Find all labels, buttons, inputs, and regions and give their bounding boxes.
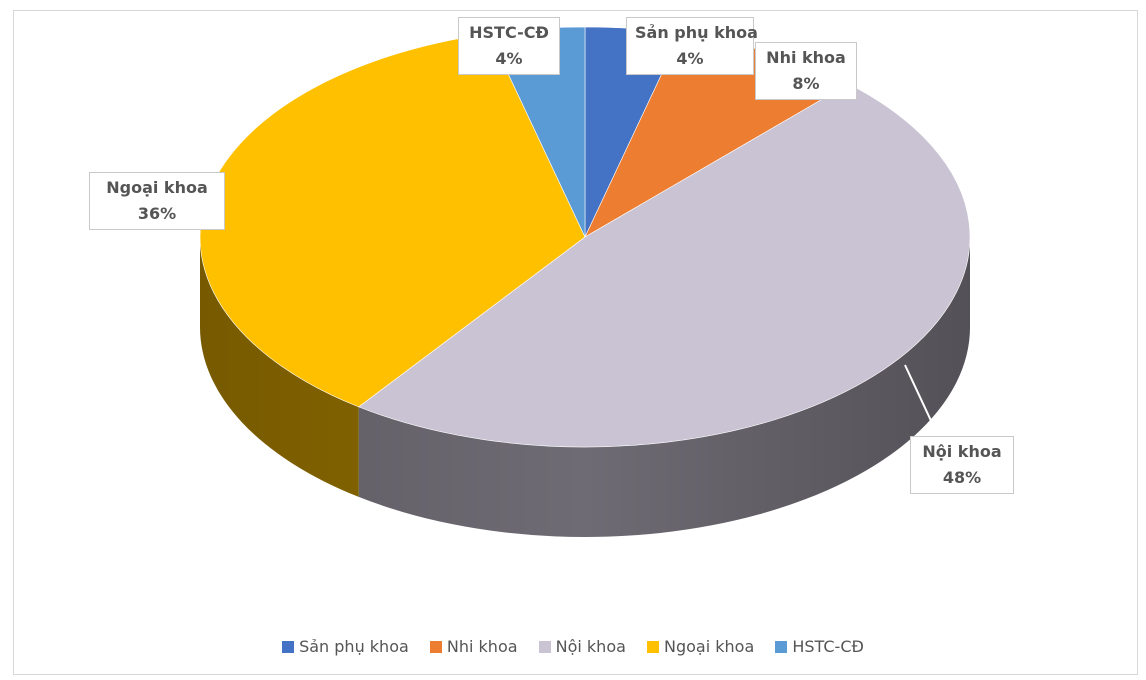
legend-item-hstc-cd: HSTC-CĐ xyxy=(775,637,864,656)
legend-swatch xyxy=(775,641,788,653)
data-label-san-phu-khoa: Sản phụ khoa 4% xyxy=(626,17,758,75)
legend-label: Nhi khoa xyxy=(446,637,518,656)
data-label-hstc-cd: HSTC-CĐ 4% xyxy=(458,17,560,75)
leader-line xyxy=(904,364,941,441)
data-label-percent: 4% xyxy=(676,49,704,68)
pie-sides xyxy=(199,237,971,537)
legend-label: Nội khoa xyxy=(555,637,626,656)
legend-label: Ngoại khoa xyxy=(664,637,755,656)
legend-swatch xyxy=(282,641,295,653)
legend-label: Sản phụ khoa xyxy=(299,637,409,656)
data-label-category: HSTC-CĐ xyxy=(469,23,549,42)
data-label-percent: 36% xyxy=(137,204,177,223)
data-label-category: Nội khoa xyxy=(922,442,1002,461)
legend-item-san-phu-khoa: Sản phụ khoa xyxy=(282,637,409,656)
legend-swatch xyxy=(647,641,660,653)
data-label-percent: 8% xyxy=(792,74,820,93)
data-label-percent: 48% xyxy=(942,468,982,487)
pie-side-shading xyxy=(200,237,970,537)
legend-swatch xyxy=(538,641,551,653)
data-label-category: Ngoại khoa xyxy=(106,178,208,197)
legend-item-ngoai-khoa: Ngoại khoa xyxy=(647,637,754,656)
data-label-percent: 4% xyxy=(495,49,523,68)
legend-item-noi-khoa: Nội khoa xyxy=(538,637,626,656)
legend: Sản phụ khoa Nhi khoa Nội khoa Ngoại kho… xyxy=(0,637,1146,656)
pie-top xyxy=(199,26,971,448)
data-label-category: Nhi khoa xyxy=(766,48,846,67)
legend-label: HSTC-CĐ xyxy=(792,637,864,656)
data-label-nhi-khoa: Nhi khoa 8% xyxy=(755,42,857,100)
legend-item-nhi-khoa: Nhi khoa xyxy=(429,637,518,656)
legend-swatch xyxy=(429,641,442,653)
pie-slice-noi-khoa xyxy=(358,83,971,448)
data-label-noi-khoa: Nội khoa 48% xyxy=(910,436,1014,494)
data-label-ngoai-khoa: Ngoại khoa 36% xyxy=(89,172,225,230)
data-label-category: Sản phụ khoa xyxy=(635,23,758,42)
